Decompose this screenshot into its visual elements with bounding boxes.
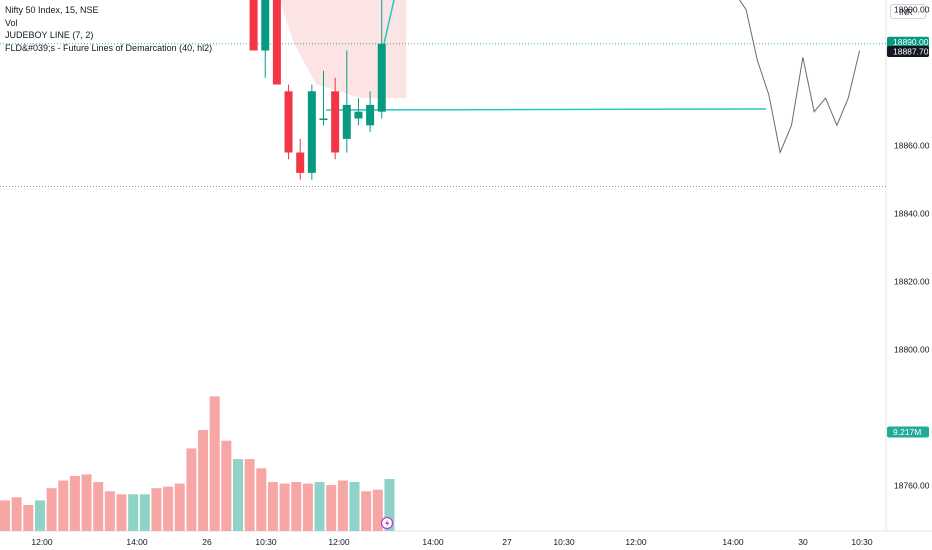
legend-judeboy-line[interactable]: JUDEBOY LINE (7, 2) xyxy=(5,30,94,40)
candle-body xyxy=(319,118,328,120)
price-badge xyxy=(887,46,929,58)
price-tick-label: 18840.00 xyxy=(894,209,930,219)
volume-bar xyxy=(198,430,209,531)
volume-bar xyxy=(163,486,174,531)
lightning-icon[interactable] xyxy=(380,516,394,530)
fld-line xyxy=(325,108,767,111)
candle-body xyxy=(366,104,375,126)
candle-body xyxy=(284,91,293,153)
volume-bar xyxy=(23,504,34,531)
time-tick-label: 12:00 xyxy=(625,537,647,547)
volume-bar xyxy=(128,494,139,531)
price-tick-label: 18820.00 xyxy=(894,277,930,287)
volume-bar xyxy=(384,478,395,531)
judeboy-band-area xyxy=(279,0,407,99)
candle-body xyxy=(261,0,270,51)
candle-body xyxy=(307,91,316,173)
time-tick-label: 27 xyxy=(502,537,512,547)
volume-bar xyxy=(326,485,337,531)
volume-bar xyxy=(337,480,348,531)
volume-bar xyxy=(116,494,127,531)
price-tick-label: 18800.00 xyxy=(894,345,930,355)
lightning-icon-bolt xyxy=(385,519,390,528)
volume-bar xyxy=(139,494,150,531)
volume-bar xyxy=(11,497,22,531)
candle-body xyxy=(272,0,281,85)
time-tick-label: 14:00 xyxy=(422,537,444,547)
time-tick-label: 12:00 xyxy=(31,537,53,547)
candle-body xyxy=(342,104,351,139)
volume-bar xyxy=(93,482,104,531)
currency-button[interactable]: INR xyxy=(890,4,926,19)
volume-bar xyxy=(174,483,185,531)
time-tick-label: 14:00 xyxy=(126,537,148,547)
price-badge xyxy=(887,426,929,438)
volume-bar xyxy=(46,488,57,531)
volume-bar xyxy=(221,440,232,531)
volume-bar xyxy=(151,488,162,531)
volume-bar xyxy=(279,483,290,531)
volume-bar xyxy=(349,482,360,531)
candle-body xyxy=(296,152,305,173)
time-tick-label: 10:30 xyxy=(851,537,873,547)
time-tick-label: 26 xyxy=(202,537,212,547)
time-tick-label: 14:00 xyxy=(722,537,744,547)
volume-bar xyxy=(291,482,302,531)
chart-legend: Nifty 50 Index, 15, NSE Vol JUDEBOY LINE… xyxy=(5,4,212,54)
candle-body xyxy=(377,43,386,112)
volume-bar xyxy=(372,489,383,531)
time-tick-label: 30 xyxy=(798,537,808,547)
legend-fld[interactable]: FLD&#039;s - Future Lines of Demarcation… xyxy=(5,42,213,53)
volume-bar xyxy=(186,448,197,531)
candle-body xyxy=(354,111,363,119)
volume-bar xyxy=(209,396,220,531)
volume-bar xyxy=(69,475,80,531)
time-tick-label: 10:30 xyxy=(255,537,277,547)
volume-bar xyxy=(0,500,10,531)
price-badge-label: 18887.70 xyxy=(893,47,929,57)
candle-body xyxy=(249,0,258,51)
volume-bar xyxy=(314,482,325,531)
volume-bar xyxy=(244,459,255,531)
volume-bar xyxy=(58,480,69,531)
price-badge-label: 9.217M xyxy=(893,427,921,437)
fld-line-tip xyxy=(383,0,395,44)
volume-bar xyxy=(233,459,243,531)
price-tick-label: 18760.00 xyxy=(894,481,930,491)
volume-bar xyxy=(34,500,45,531)
legend-vol[interactable]: Vol xyxy=(5,17,18,28)
volume-bar xyxy=(267,482,278,531)
volume-bar xyxy=(104,491,115,531)
volume-bar xyxy=(361,491,372,531)
volume-bar xyxy=(81,474,92,531)
candle-body xyxy=(331,91,340,153)
volume-bar xyxy=(302,483,313,531)
price-tick-label: 18860.00 xyxy=(894,141,930,151)
time-tick-label: 12:00 xyxy=(328,537,350,547)
price-badge-label: 18890.00 xyxy=(893,37,929,47)
volume-bar xyxy=(256,468,267,531)
legend-symbol[interactable]: Nifty 50 Index, 15, NSE xyxy=(5,5,99,15)
price-tick-label: 18900.00 xyxy=(894,5,930,15)
future-projection-line xyxy=(739,0,861,155)
time-tick-label: 10:30 xyxy=(553,537,575,547)
